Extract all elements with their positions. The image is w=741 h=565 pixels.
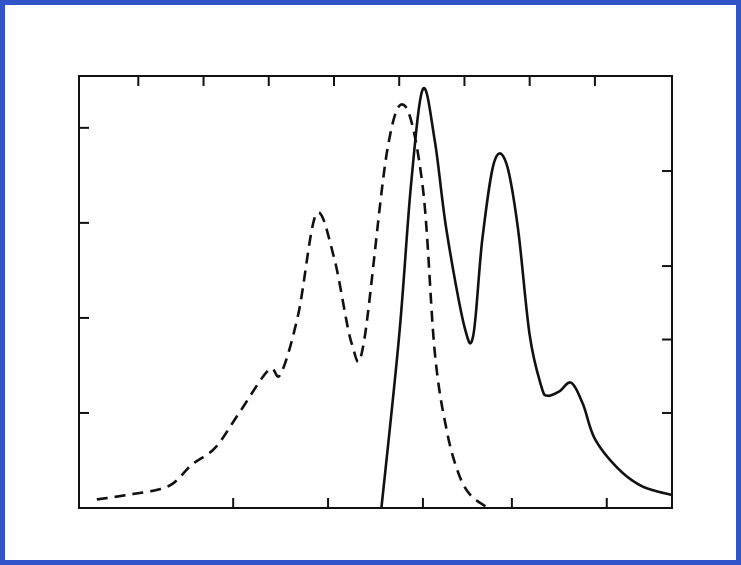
axis-ticks [79, 76, 672, 508]
chart-panel [5, 5, 736, 560]
spectrum-chart [78, 75, 673, 510]
dashed-series-line [96, 103, 489, 510]
solid-series-line [380, 86, 673, 509]
data-series [96, 86, 673, 510]
plot-border [78, 75, 673, 509]
